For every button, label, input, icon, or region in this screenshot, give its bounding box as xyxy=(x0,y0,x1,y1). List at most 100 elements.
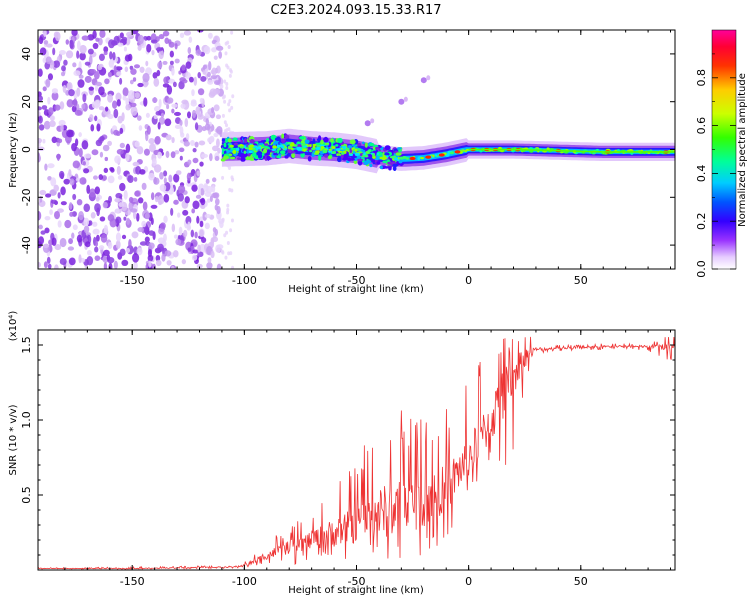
trace-blob xyxy=(369,142,375,147)
heatmap-cell xyxy=(197,113,204,120)
trace-blob xyxy=(324,142,330,146)
trace-blob xyxy=(281,138,286,144)
heatmap-cell xyxy=(207,71,211,78)
heatmap-cell xyxy=(204,201,208,207)
heatmap-cell xyxy=(114,197,122,203)
heatmap-cell xyxy=(199,220,204,228)
heatmap-cell xyxy=(108,39,115,49)
spectrogram-axes: -150 -100 -50 0 50 -40 -20 0 20 40 xyxy=(20,30,675,287)
heatmap-cell xyxy=(158,116,166,125)
heatmap-cell xyxy=(48,107,54,116)
heatmap-cell xyxy=(103,46,109,53)
trace-blob xyxy=(369,163,373,168)
heatmap-cell xyxy=(72,160,81,169)
heatmap-cell xyxy=(115,208,120,214)
heatmap-cell xyxy=(68,89,75,97)
heatmap-cell xyxy=(83,168,90,174)
heatmap-cell xyxy=(139,169,146,175)
trace-blob xyxy=(286,153,291,157)
heatmap-cell xyxy=(216,263,222,269)
heatmap-cell xyxy=(38,106,42,111)
trace-blob xyxy=(379,165,383,170)
heatmap-cell xyxy=(188,36,193,43)
heatmap-cell xyxy=(132,77,137,82)
trace-core-blob xyxy=(342,145,347,150)
heatmap-cell xyxy=(137,227,145,233)
heatmap-cell xyxy=(94,115,98,122)
heatmap-cell xyxy=(51,91,59,101)
trace-blob xyxy=(298,136,305,140)
heatmap-cell xyxy=(150,39,158,44)
heatmap-cell xyxy=(130,68,137,75)
heatmap-cell xyxy=(137,197,144,204)
heatmap-cell xyxy=(119,77,123,85)
heatmap-cell xyxy=(144,81,149,86)
trace-core-blob xyxy=(335,148,341,151)
heatmap-cell xyxy=(141,220,147,228)
tone-blob xyxy=(420,77,427,84)
heatmap-cell xyxy=(227,166,231,171)
heatmap-cell xyxy=(119,182,126,192)
heatmap-cell xyxy=(212,145,219,152)
trace-core-blob xyxy=(312,145,316,149)
heatmap-cell xyxy=(45,193,52,198)
heatmap-cell xyxy=(104,106,109,112)
heatmap-cell xyxy=(107,113,114,120)
heatmap-cell xyxy=(125,143,131,153)
heatmap-cell xyxy=(92,42,99,50)
heatmap-cell xyxy=(137,82,144,88)
heatmap-cell xyxy=(165,150,170,159)
heatmap-cell xyxy=(166,104,170,110)
heatmap-cell xyxy=(169,60,174,65)
heatmap-cell xyxy=(73,98,78,108)
heatmap-cell xyxy=(136,115,142,121)
heatmap-cell xyxy=(195,49,202,56)
heatmap-cell xyxy=(144,212,150,220)
heatmap-cell xyxy=(164,250,172,257)
heatmap-cell xyxy=(178,147,185,153)
trace-core-blob xyxy=(434,153,438,157)
heatmap-cell xyxy=(40,230,46,235)
trace-blob xyxy=(228,138,232,142)
heatmap-cell xyxy=(45,43,53,48)
heatmap-cell xyxy=(224,255,228,260)
heatmap-cell xyxy=(198,187,202,197)
heatmap-cell xyxy=(163,177,167,185)
trace-core-blob xyxy=(328,148,332,151)
heatmap-cell xyxy=(92,221,98,227)
heatmap-cell xyxy=(164,37,170,44)
heatmap-cell xyxy=(213,55,218,60)
heatmap-cell xyxy=(210,250,215,259)
heatmap-cell xyxy=(227,102,231,107)
spectrogram-xlabel: Height of straight line (km) xyxy=(288,284,424,295)
heatmap-cell xyxy=(218,51,223,59)
heatmap-cell xyxy=(155,259,162,267)
heatmap-cell xyxy=(69,39,74,49)
heatmap-cell xyxy=(228,187,232,192)
trace-blob xyxy=(246,149,250,154)
trace-blob xyxy=(273,152,277,156)
trace-core-blob xyxy=(239,146,245,149)
trace-blob xyxy=(281,133,285,139)
heatmap-cell xyxy=(230,105,234,110)
heatmap-cell xyxy=(86,255,94,266)
heatmap-cell xyxy=(213,80,221,86)
trace-blob xyxy=(347,157,351,161)
heatmap-cell xyxy=(109,51,113,60)
heatmap-cell xyxy=(47,73,54,81)
trace-core-blob xyxy=(331,150,337,154)
heatmap-cell xyxy=(186,181,192,187)
heatmap-cell xyxy=(38,210,42,221)
heatmap-cell xyxy=(126,247,131,254)
heatmap-cell xyxy=(158,49,164,60)
heatmap-cell xyxy=(57,208,64,213)
heatmap-cell xyxy=(158,98,162,108)
heatmap-cell xyxy=(228,99,232,104)
heatmap-cell xyxy=(119,127,124,134)
heatmap-cell xyxy=(229,251,233,256)
heatmap-cell xyxy=(209,153,213,162)
heatmap-cell xyxy=(68,202,73,210)
heatmap-cell xyxy=(76,199,83,206)
heatmap-cell xyxy=(81,35,89,41)
trace-core-blob xyxy=(432,154,435,158)
